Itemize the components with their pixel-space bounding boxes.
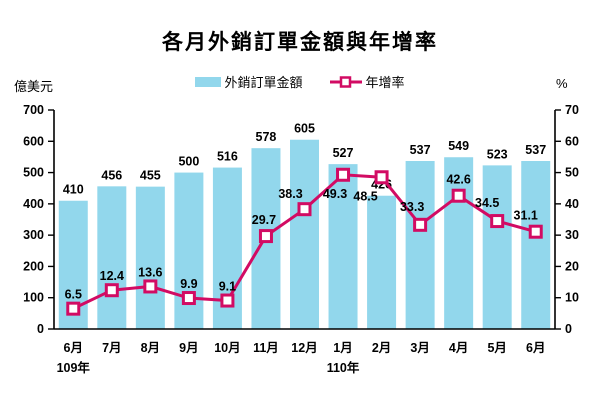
bar-8月-2 [135, 186, 165, 329]
left-axis-tick-label: 500 [23, 166, 44, 180]
right-axis-tick-label: 0 [565, 322, 572, 336]
bar-value-label: 605 [294, 122, 315, 136]
bar-12月-6 [290, 139, 319, 329]
x-tick-label: 5月 [487, 341, 506, 355]
bar-value-label: 537 [525, 143, 546, 157]
line-point-marker-7 [336, 167, 351, 182]
line-point-marker-3 [181, 291, 196, 306]
line-value-label: 6.5 [65, 288, 82, 302]
left-axis-tick-label: 600 [23, 134, 44, 148]
line-point-marker-0 [66, 301, 81, 316]
line-value-label: 29.7 [252, 213, 276, 227]
line-value-label: 12.4 [100, 269, 124, 283]
line-value-label: 31.1 [514, 209, 538, 223]
line-value-label: 34.5 [475, 196, 499, 210]
right-axis-unit-label: % [556, 76, 568, 91]
bar-value-label: 523 [487, 147, 508, 161]
bar-1月-7 [328, 164, 358, 329]
bar-value-label: 516 [217, 150, 238, 164]
bar-9月-3 [174, 172, 204, 329]
line-point-marker-10 [451, 188, 466, 203]
bar-value-label: 456 [101, 168, 122, 182]
right-axis-tick-label: 20 [565, 259, 579, 273]
line-value-label: 13.6 [138, 265, 162, 279]
bar-3月-9 [405, 160, 435, 329]
bar-value-label: 500 [178, 155, 199, 169]
bar-4月-10 [444, 157, 474, 329]
x-tick-label: 12月 [291, 341, 317, 355]
line-point-marker-5 [258, 229, 273, 244]
line-value-label: 48.5 [353, 189, 377, 203]
right-axis-tick-label: 30 [565, 228, 579, 242]
bar-value-label: 549 [448, 139, 469, 153]
bar-5月-11 [482, 165, 512, 329]
x-tick-label: 11月 [253, 341, 279, 355]
line-value-label: 42.6 [446, 173, 470, 187]
chart-title: 各月外銷訂單金額與年增率 [162, 29, 438, 54]
x-tick-label: 6月 [64, 341, 83, 355]
bar-value-label: 455 [140, 169, 161, 183]
line-value-label: 38.3 [278, 187, 302, 201]
bar-6月-12 [521, 160, 551, 329]
bar-7月-1 [97, 186, 127, 329]
year-label: 110年 [327, 360, 360, 375]
line-point-marker-2 [143, 279, 158, 294]
left-axis-tick-label: 200 [23, 259, 44, 273]
x-tick-label: 7月 [102, 341, 121, 355]
legend-bar-label: 外銷訂單金額 [224, 75, 303, 90]
left-axis-tick-label: 100 [23, 291, 44, 305]
line-value-label: 49.3 [323, 187, 347, 201]
legend-item-bars: 外銷訂單金額 [195, 72, 303, 91]
left-axis-unit-label: 億美元 [14, 79, 54, 94]
x-tick-label: 10月 [214, 341, 240, 355]
line-point-marker-1 [104, 283, 119, 298]
line-point-marker-11 [490, 214, 505, 229]
right-axis-tick-label: 40 [565, 197, 579, 211]
line-point-marker-12 [528, 224, 543, 239]
bar-2月-8 [367, 195, 397, 329]
bar-value-label: 578 [256, 130, 277, 144]
right-axis-tick-label: 60 [565, 134, 579, 148]
left-axis-tick-label: 700 [23, 103, 44, 117]
x-tick-label: 4月 [449, 341, 468, 355]
right-axis-tick-label: 70 [565, 103, 579, 117]
bar-value-label: 410 [63, 183, 84, 197]
line-value-label: 9.1 [219, 280, 236, 294]
right-axis-tick-label: 50 [565, 166, 579, 180]
bar-series-swatch-icon [195, 76, 222, 87]
bar-value-label: 537 [410, 143, 431, 157]
year-label: 109年 [57, 360, 91, 375]
line-point-marker-9 [413, 217, 428, 232]
x-tick-label: 9月 [179, 341, 198, 355]
line-value-label: 33.3 [400, 200, 424, 214]
bar-value-label: 527 [333, 146, 354, 160]
line-value-label: 9.9 [180, 277, 197, 291]
line-point-marker-8 [374, 170, 389, 185]
x-tick-label: 3月 [410, 341, 429, 355]
x-tick-label: 6月 [526, 341, 545, 355]
legend-item-line: 年增率 [329, 72, 405, 91]
x-tick-label: 1月 [333, 341, 352, 355]
left-axis-tick-label: 0 [37, 322, 44, 336]
legend-line-label: 年增率 [365, 75, 405, 90]
right-axis-tick-label: 10 [565, 291, 579, 305]
left-axis-tick-label: 400 [23, 197, 44, 211]
x-tick-label: 8月 [141, 341, 160, 355]
line-point-marker-4 [220, 293, 235, 308]
line-series-swatch-icon [329, 75, 362, 88]
legend: 外銷訂單金額 年增率 [0, 72, 600, 91]
left-axis-tick-label: 300 [23, 228, 44, 242]
x-tick-label: 2月 [372, 341, 391, 355]
line-point-marker-6 [297, 202, 312, 217]
